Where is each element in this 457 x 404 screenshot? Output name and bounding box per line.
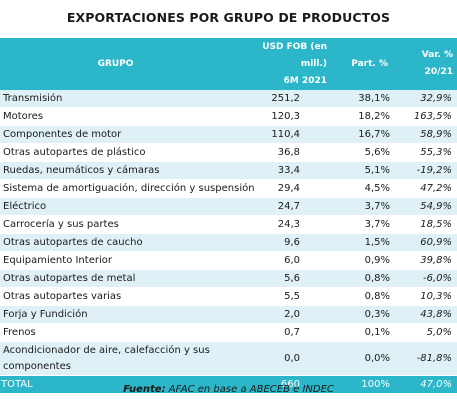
cell-usd: 110,4 xyxy=(236,125,333,144)
cell-usd: 251,2 xyxy=(236,90,333,108)
cell-var: -81,8% xyxy=(394,341,457,376)
cell-part: 38,1% xyxy=(333,90,394,108)
cell-grupo: Otras autopartes de plástico xyxy=(0,143,236,162)
source-label: Fuente: xyxy=(123,384,166,395)
cell-part: 0,8% xyxy=(333,287,394,306)
cell-part: 0,3% xyxy=(333,305,394,324)
header-var: Var. % 20/21 xyxy=(394,38,457,90)
cell-part: 4,5% xyxy=(333,179,394,198)
cell-usd: 24,3 xyxy=(236,215,333,234)
header-grupo: GRUPO xyxy=(0,38,236,90)
cell-grupo: Forja y Fundición xyxy=(0,305,236,324)
cell-var: 55,3% xyxy=(394,143,457,162)
cell-grupo: Componentes de motor xyxy=(0,125,236,144)
cell-var: 39,8% xyxy=(394,251,457,270)
cell-var: 54,9% xyxy=(394,197,457,216)
cell-var: 10,3% xyxy=(394,287,457,306)
cell-part: 5,6% xyxy=(333,143,394,162)
cell-var: 58,9% xyxy=(394,125,457,144)
table-row: Otras autopartes de caucho 9,6 1,5% 60,9% xyxy=(0,233,457,252)
cell-var: 5,0% xyxy=(394,323,457,342)
cell-usd: 0,0 xyxy=(236,341,333,376)
table-row: Sistema de amortiguación, dirección y su… xyxy=(0,179,457,198)
table-row: Motores 120,3 18,2% 163,5% xyxy=(0,107,457,126)
header-usd-line2: 6M 2021 xyxy=(283,75,327,86)
table-row: Frenos 0,7 0,1% 5,0% xyxy=(0,323,457,342)
cell-usd: 5,6 xyxy=(236,269,333,288)
cell-part: 1,5% xyxy=(333,233,394,252)
cell-grupo: Ruedas, neumáticos y cámaras xyxy=(0,161,236,180)
cell-grupo: Otras autopartes de metal xyxy=(0,269,236,288)
cell-usd: 24,7 xyxy=(236,197,333,216)
cell-grupo: Transmisión xyxy=(0,90,236,108)
header-usd: USD FOB (en mill.) 6M 2021 xyxy=(236,38,333,90)
table-row: Transmisión 251,2 38,1% 32,9% xyxy=(0,90,457,108)
header-part: Part. % xyxy=(333,38,394,90)
cell-grupo: Carrocería y sus partes xyxy=(0,215,236,234)
table-row: Otras autopartes de plástico 36,8 5,6% 55,3… xyxy=(0,143,457,162)
total-var: 47,0% xyxy=(394,375,457,393)
cell-part: 16,7% xyxy=(333,125,394,144)
table-row: Otras autopartes varias 5,5 0,8% 10,3% xyxy=(0,287,457,306)
table-row: Ruedas, neumáticos y cámaras 33,4 5,1% -19,… xyxy=(0,161,457,180)
cell-usd: 2,0 xyxy=(236,305,333,324)
table-row: Carrocería y sus partes 24,3 3,7% 18,5% xyxy=(0,215,457,234)
table-row: Forja y Fundición 2,0 0,3% 43,8% xyxy=(0,305,457,324)
cell-part: 0,9% xyxy=(333,251,394,270)
table-row: Eléctrico 24,7 3,7% 54,9% xyxy=(0,197,457,216)
cell-var: 47,2% xyxy=(394,179,457,198)
total-label: TOTAL xyxy=(0,375,236,393)
cell-grupo: Frenos xyxy=(0,323,236,342)
table-total: TOTAL 660 100% 47,0% xyxy=(0,375,457,393)
cell-grupo: Acondicionador de aire, calefacción y su… xyxy=(0,341,236,376)
table-title: EXPORTACIONES POR GRUPO DE PRODUCTOS xyxy=(66,10,391,25)
cell-grupo: Otras autopartes varias xyxy=(0,287,236,306)
source-text: AFAC en base a ABECEB e INDEC xyxy=(165,384,334,395)
cell-usd: 36,8 xyxy=(236,143,333,162)
table-row: Acondicionador de aire, calefacción y su… xyxy=(0,341,457,376)
cell-grupo: Equipamiento Interior xyxy=(0,251,236,270)
cell-part: 0,1% xyxy=(333,323,394,342)
cell-part: 3,7% xyxy=(333,197,394,216)
cell-usd: 29,4 xyxy=(236,179,333,198)
table-row: Equipamiento Interior 6,0 0,9% 39,8% xyxy=(0,251,457,270)
cell-var: 43,8% xyxy=(394,305,457,324)
exports-table: GRUPO USD FOB (en mill.) 6M 2021 Part. %… xyxy=(0,38,457,393)
cell-usd: 6,0 xyxy=(236,251,333,270)
cell-part: 0,0% xyxy=(333,341,394,376)
header-usd-line1: USD FOB (en mill.) xyxy=(262,41,327,69)
table-header: GRUPO USD FOB (en mill.) 6M 2021 Part. %… xyxy=(0,38,457,90)
cell-usd: 120,3 xyxy=(236,107,333,126)
cell-grupo: Sistema de amortiguación, dirección y su… xyxy=(0,179,255,198)
header-var-line1: Var. % xyxy=(421,50,453,60)
cell-usd: 0,7 xyxy=(236,323,333,342)
cell-var: -19,2% xyxy=(394,161,457,180)
cell-part: 18,2% xyxy=(333,107,394,126)
cell-var: 18,5% xyxy=(394,215,457,234)
cell-part: 5,1% xyxy=(333,161,394,180)
total-part: 100% xyxy=(333,375,394,393)
cell-usd: 33,4 xyxy=(236,161,333,180)
cell-var: -6,0% xyxy=(394,269,457,288)
cell-var: 60,9% xyxy=(394,233,457,252)
table-row: Otras autopartes de metal 5,6 0,8% -6,0% xyxy=(0,269,457,288)
total-usd: 660 xyxy=(236,375,333,393)
cell-usd: 9,6 xyxy=(236,233,333,252)
table-row: Componentes de motor 110,4 16,7% 58,9% xyxy=(0,125,457,144)
cell-grupo: Otras autopartes de caucho xyxy=(0,233,236,252)
total-row: TOTAL 660 100% 47,0% xyxy=(0,375,457,393)
table-body: Transmisión 251,2 38,1% 32,9% Motores 120,3 18… xyxy=(0,90,457,376)
cell-part: 3,7% xyxy=(333,215,394,234)
source-note: Fuente: AFAC en base a ABECEB e INDEC xyxy=(0,384,457,395)
cell-grupo: Eléctrico xyxy=(0,197,236,216)
cell-usd: 5,5 xyxy=(236,287,333,306)
cell-var: 32,9% xyxy=(394,90,457,108)
header-var-line2: 20/21 xyxy=(424,67,453,77)
cell-var: 163,5% xyxy=(394,107,457,126)
cell-part: 0,8% xyxy=(333,269,394,288)
cell-grupo: Motores xyxy=(0,107,236,126)
